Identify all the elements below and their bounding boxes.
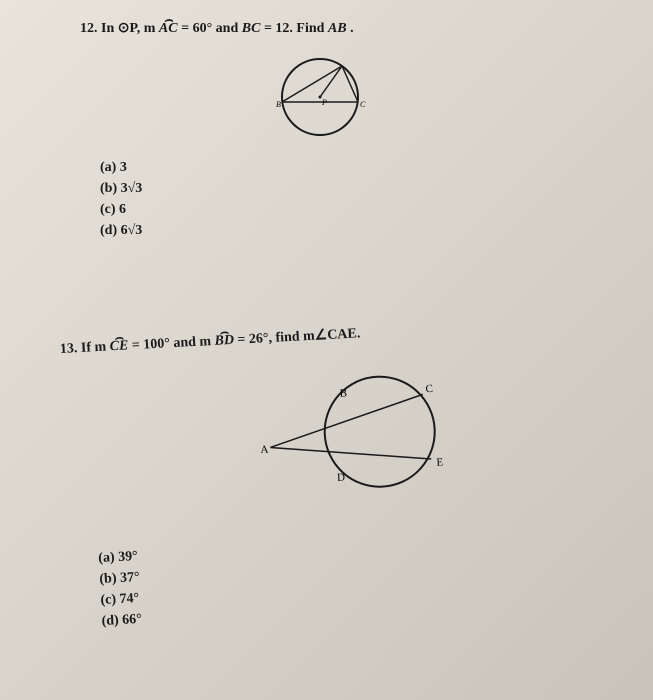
svg-text:B: B <box>276 100 281 109</box>
bc-value: = 12. Find <box>264 21 328 36</box>
problem-number: 13. <box>60 341 78 357</box>
problem-13: 13. If m ⌢CE = 100° and m ⌢BD = 26°, fin… <box>20 341 633 632</box>
svg-text:D: D <box>337 472 346 484</box>
problem-12: 12. In ⊙P, m ⌢AC = 60° and BC = 12. Find… <box>20 20 633 241</box>
problem-13-text: 13. If m ⌢CE = 100° and m ⌢BD = 26°, fin… <box>60 311 633 358</box>
svg-text:C: C <box>360 100 366 109</box>
arc2-value: = 26°, find m∠CAE. <box>237 326 361 347</box>
option-b: (b) 3√3 <box>100 178 633 199</box>
arc-value: = 60° and <box>181 21 242 36</box>
svg-text:A: A <box>260 444 269 456</box>
svg-text:C: C <box>425 383 433 395</box>
arc1-value: = 100° and m <box>131 334 211 353</box>
svg-text:P: P <box>321 98 327 107</box>
problem-number: 12. <box>80 21 98 36</box>
option-a: (a) 3 <box>100 157 633 178</box>
option-c: (c) 6 <box>100 199 633 220</box>
svg-text:E: E <box>436 456 444 468</box>
problem-12-text: 12. In ⊙P, m ⌢AC = 60° and BC = 12. Find… <box>80 20 633 37</box>
problem-12-diagram: B C P <box>270 47 370 147</box>
bc-label: BC <box>242 21 261 36</box>
find-label: AB <box>328 21 347 36</box>
problem-13-options: (a) 39° (b) 37° (c) 74° (d) 66° <box>98 520 635 632</box>
svg-text:B: B <box>339 387 347 399</box>
problem-13-diagram: A B C D E <box>246 363 463 514</box>
text-prefix: In ⊙P, m <box>101 21 155 36</box>
text-prefix: If m <box>81 340 107 356</box>
option-d: (d) 6√3 <box>100 220 633 241</box>
problem-12-options: (a) 3 (b) 3√3 (c) 6 (d) 6√3 <box>100 157 633 241</box>
period: . <box>350 21 354 36</box>
